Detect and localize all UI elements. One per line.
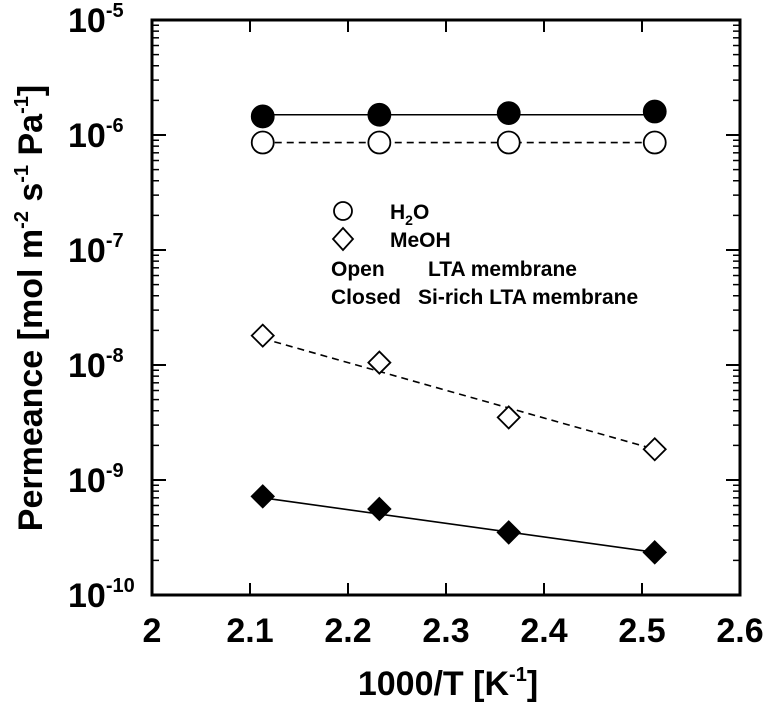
data-point-1 — [367, 130, 392, 155]
legend-closed-desc: Si-rich LTA membrane — [418, 286, 638, 309]
data-point-4 — [250, 484, 276, 509]
y-axis-title-part-4: ] — [12, 85, 50, 96]
x-tick-label: 2.3 — [422, 612, 469, 650]
data-point-2 — [250, 104, 275, 129]
series-line-3 — [262, 337, 655, 451]
y-tick-base: 10 — [68, 117, 106, 155]
y-tick-base: 10 — [68, 577, 106, 615]
y-tick-exponent: -10 — [106, 575, 135, 597]
y-tick-label: 10-8 — [68, 345, 124, 385]
legend-open-key: Open — [331, 258, 385, 281]
y-axis-title-part-2: s — [12, 183, 50, 211]
y-tick-base: 10 — [68, 462, 106, 500]
series-line-4 — [262, 497, 655, 554]
x-tick-label: 2.4 — [520, 612, 567, 650]
x-axis-title-main: 1000/T [K — [358, 665, 510, 703]
legend-h2o-marker — [333, 201, 353, 221]
y-tick-label: 10-10 — [68, 575, 135, 615]
x-tick-label: 2.6 — [716, 612, 763, 650]
y-tick-exponent: -7 — [106, 230, 124, 252]
data-point-3 — [250, 323, 276, 348]
legend-open-desc: LTA membrane — [428, 258, 577, 281]
x-axis-title-suffix: ] — [527, 665, 538, 703]
y-axis-title-sup-1: -2 — [11, 211, 33, 229]
data-point-1 — [496, 130, 521, 155]
y-tick-base: 10 — [68, 347, 106, 385]
y-tick-exponent: -5 — [106, 0, 124, 22]
y-tick-label: 10-7 — [68, 230, 124, 270]
data-point-4 — [496, 520, 521, 545]
y-tick-base: 10 — [68, 2, 106, 40]
legend-h2o-sub: 2 — [405, 212, 413, 228]
x-axis-ticks: 2 2.1 2.2 2.3 2.4 2.5 2.6 — [143, 20, 764, 650]
legend-h2o-label: H2O — [390, 201, 429, 228]
y-axis-title: Permeance [mol m-2 s-1 Pa-1] — [11, 85, 50, 531]
data-point-3 — [496, 405, 521, 430]
data-point-2 — [496, 101, 521, 126]
y-tick-exponent: -8 — [106, 345, 124, 367]
legend-h2o-o: O — [413, 201, 429, 224]
y-tick-label: 10-5 — [68, 0, 124, 40]
x-axis-title-sup: -1 — [509, 664, 527, 686]
data-point-1 — [250, 130, 275, 155]
data-point-4 — [367, 496, 392, 522]
y-axis-title-sup-3: -1 — [11, 96, 33, 114]
legend-meoh-marker — [331, 226, 355, 252]
series-markers — [250, 99, 668, 565]
legend-closed-key: Closed — [331, 286, 401, 309]
y-axis-title-sup-2: -1 — [11, 165, 33, 183]
x-tick-label: 2.2 — [324, 612, 371, 650]
y-axis-title-part-3: Pa — [12, 113, 50, 165]
legend: H2O MeOH Open LTA membrane Closed Si-ric… — [331, 201, 638, 309]
data-point-3 — [367, 350, 392, 375]
legend-meoh-label: MeOH — [390, 229, 451, 252]
data-point-4 — [642, 540, 668, 565]
y-tick-label: 10-6 — [68, 115, 124, 155]
x-tick-label: 2 — [143, 612, 162, 650]
y-tick-base: 10 — [68, 232, 106, 270]
x-tick-label: 2.5 — [618, 612, 665, 650]
y-axis-title-part-1: Permeance [mol m — [12, 229, 50, 531]
y-tick-label: 10-9 — [68, 460, 124, 500]
series-lines — [262, 113, 655, 554]
data-point-2 — [367, 102, 392, 127]
x-tick-label: 2.1 — [226, 612, 273, 650]
x-axis-title: 1000/T [K-1] — [358, 664, 538, 703]
y-tick-exponent: -6 — [106, 115, 124, 137]
y-tick-exponent: -9 — [106, 460, 124, 482]
legend-h2o-h: H — [390, 201, 405, 224]
data-point-2 — [642, 99, 667, 124]
data-point-1 — [642, 130, 667, 155]
data-point-3 — [642, 437, 668, 462]
